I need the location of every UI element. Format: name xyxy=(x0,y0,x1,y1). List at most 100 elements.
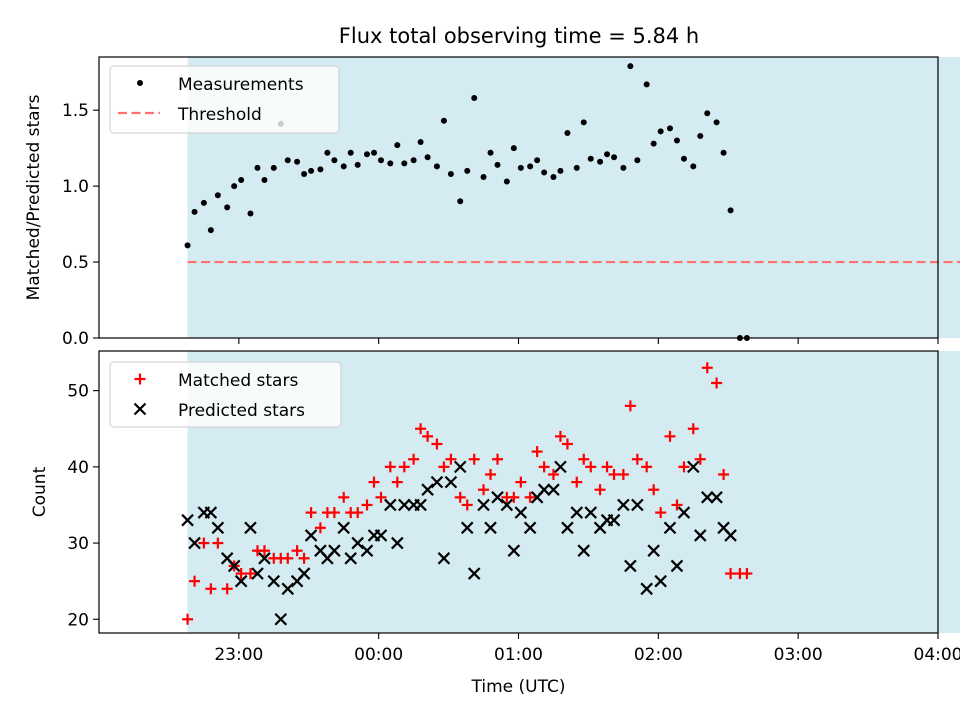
measurement-point xyxy=(510,145,517,152)
x-stroke xyxy=(211,521,225,535)
x-stroke xyxy=(274,613,288,626)
measurement-point xyxy=(611,154,618,161)
count-legend-box xyxy=(109,361,342,428)
predicted-star-point xyxy=(374,529,388,542)
x-tick-label: 00:00 xyxy=(354,645,403,665)
measurement-point xyxy=(238,177,245,184)
legend-plus-glyph xyxy=(134,373,146,385)
x-stroke xyxy=(640,582,653,596)
ratio-y-axis-label: Matched/Predicted stars xyxy=(24,94,44,300)
x-stroke xyxy=(663,521,677,535)
x-stroke xyxy=(670,559,684,573)
matched-star-point xyxy=(221,583,233,595)
measurement-point xyxy=(657,128,664,135)
matched-star-point xyxy=(244,568,256,580)
x-stroke xyxy=(647,544,660,557)
measurement-point xyxy=(673,137,680,144)
matched-star-point xyxy=(711,377,723,389)
predicted-star-point xyxy=(514,506,528,519)
measurement-point xyxy=(364,151,371,158)
x-stroke xyxy=(414,498,427,512)
matched-star-point xyxy=(561,438,573,450)
matched-star-point xyxy=(189,575,201,587)
matched-star-point xyxy=(258,545,270,557)
x-stroke xyxy=(654,574,667,588)
matched-star-point xyxy=(205,583,217,595)
predicted-star-point xyxy=(267,574,281,588)
legend-measurements-label: Measurements xyxy=(178,75,304,95)
measurement-point xyxy=(424,154,431,161)
y-tick-label: 50 xyxy=(67,382,89,402)
count-points xyxy=(181,362,753,626)
x-stroke xyxy=(133,402,147,416)
predicted-star-point xyxy=(188,536,201,550)
x-stroke xyxy=(244,521,257,535)
predicted-star-point xyxy=(710,491,723,504)
matched-star-point xyxy=(578,453,590,465)
matched-star-point xyxy=(212,537,224,549)
x-stroke xyxy=(460,521,474,535)
measurement-point xyxy=(480,173,487,180)
measurement-point xyxy=(727,207,734,214)
x-stroke xyxy=(523,521,537,535)
measurement-point xyxy=(324,149,331,156)
measurement-point xyxy=(494,161,501,168)
matched-star-point xyxy=(641,461,653,473)
matched-star-point xyxy=(291,545,303,557)
predicted-star-point xyxy=(724,529,737,542)
x-stroke xyxy=(437,552,451,565)
matched-star-point xyxy=(617,468,629,480)
x-stroke xyxy=(717,521,730,535)
measurement-point xyxy=(394,142,401,149)
legend-matched-label: Matched stars xyxy=(178,371,298,391)
measurement-point xyxy=(401,160,408,167)
measurement-point xyxy=(680,155,687,162)
x-stroke xyxy=(267,574,281,588)
x-stroke xyxy=(500,498,514,512)
measurement-points xyxy=(184,63,750,341)
matched-star-point xyxy=(182,613,194,625)
predicted-star-point xyxy=(414,498,427,512)
ratio-x-axis-ticks xyxy=(238,338,939,344)
predicted-star-point xyxy=(344,552,357,565)
predicted-star-point xyxy=(430,475,444,489)
x-tick-label: 01:00 xyxy=(494,645,543,665)
predicted-star-point xyxy=(244,521,257,535)
matched-star-point xyxy=(431,438,443,450)
measurement-point xyxy=(587,155,594,162)
y-tick-label: 20 xyxy=(67,610,89,630)
predicted-star-point xyxy=(584,506,598,519)
matched-star-point xyxy=(655,507,667,519)
matched-star-point xyxy=(352,507,364,519)
x-stroke xyxy=(584,506,598,519)
measurement-point xyxy=(331,157,338,164)
x-stroke xyxy=(607,513,621,527)
measurement-point xyxy=(433,163,440,170)
measurement-point xyxy=(340,163,347,170)
legend-x-glyph xyxy=(133,402,147,416)
x-stroke xyxy=(537,483,551,496)
measurement-point xyxy=(447,170,454,177)
predicted-star-point xyxy=(227,559,241,573)
x-stroke xyxy=(234,574,248,588)
predicted-star-point xyxy=(204,506,218,519)
measurement-point xyxy=(550,173,557,180)
predicted-star-point xyxy=(523,521,537,535)
matched-star-point xyxy=(601,461,613,473)
predicted-star-point xyxy=(670,559,684,573)
x-stroke xyxy=(477,498,490,512)
matched-star-point xyxy=(492,453,504,465)
predicted-star-point xyxy=(281,582,295,596)
x-tick-label: 02:00 xyxy=(634,645,683,665)
measurement-point xyxy=(541,169,548,176)
x-stroke xyxy=(384,498,397,512)
x-stroke xyxy=(297,567,311,580)
measurement-point xyxy=(308,167,315,174)
measurement-point xyxy=(410,157,417,164)
predicted-star-point xyxy=(677,506,691,519)
y-tick-label: 40 xyxy=(67,458,89,478)
measurement-point xyxy=(284,157,291,164)
measurement-point xyxy=(697,132,704,139)
matched-star-point xyxy=(375,491,387,503)
